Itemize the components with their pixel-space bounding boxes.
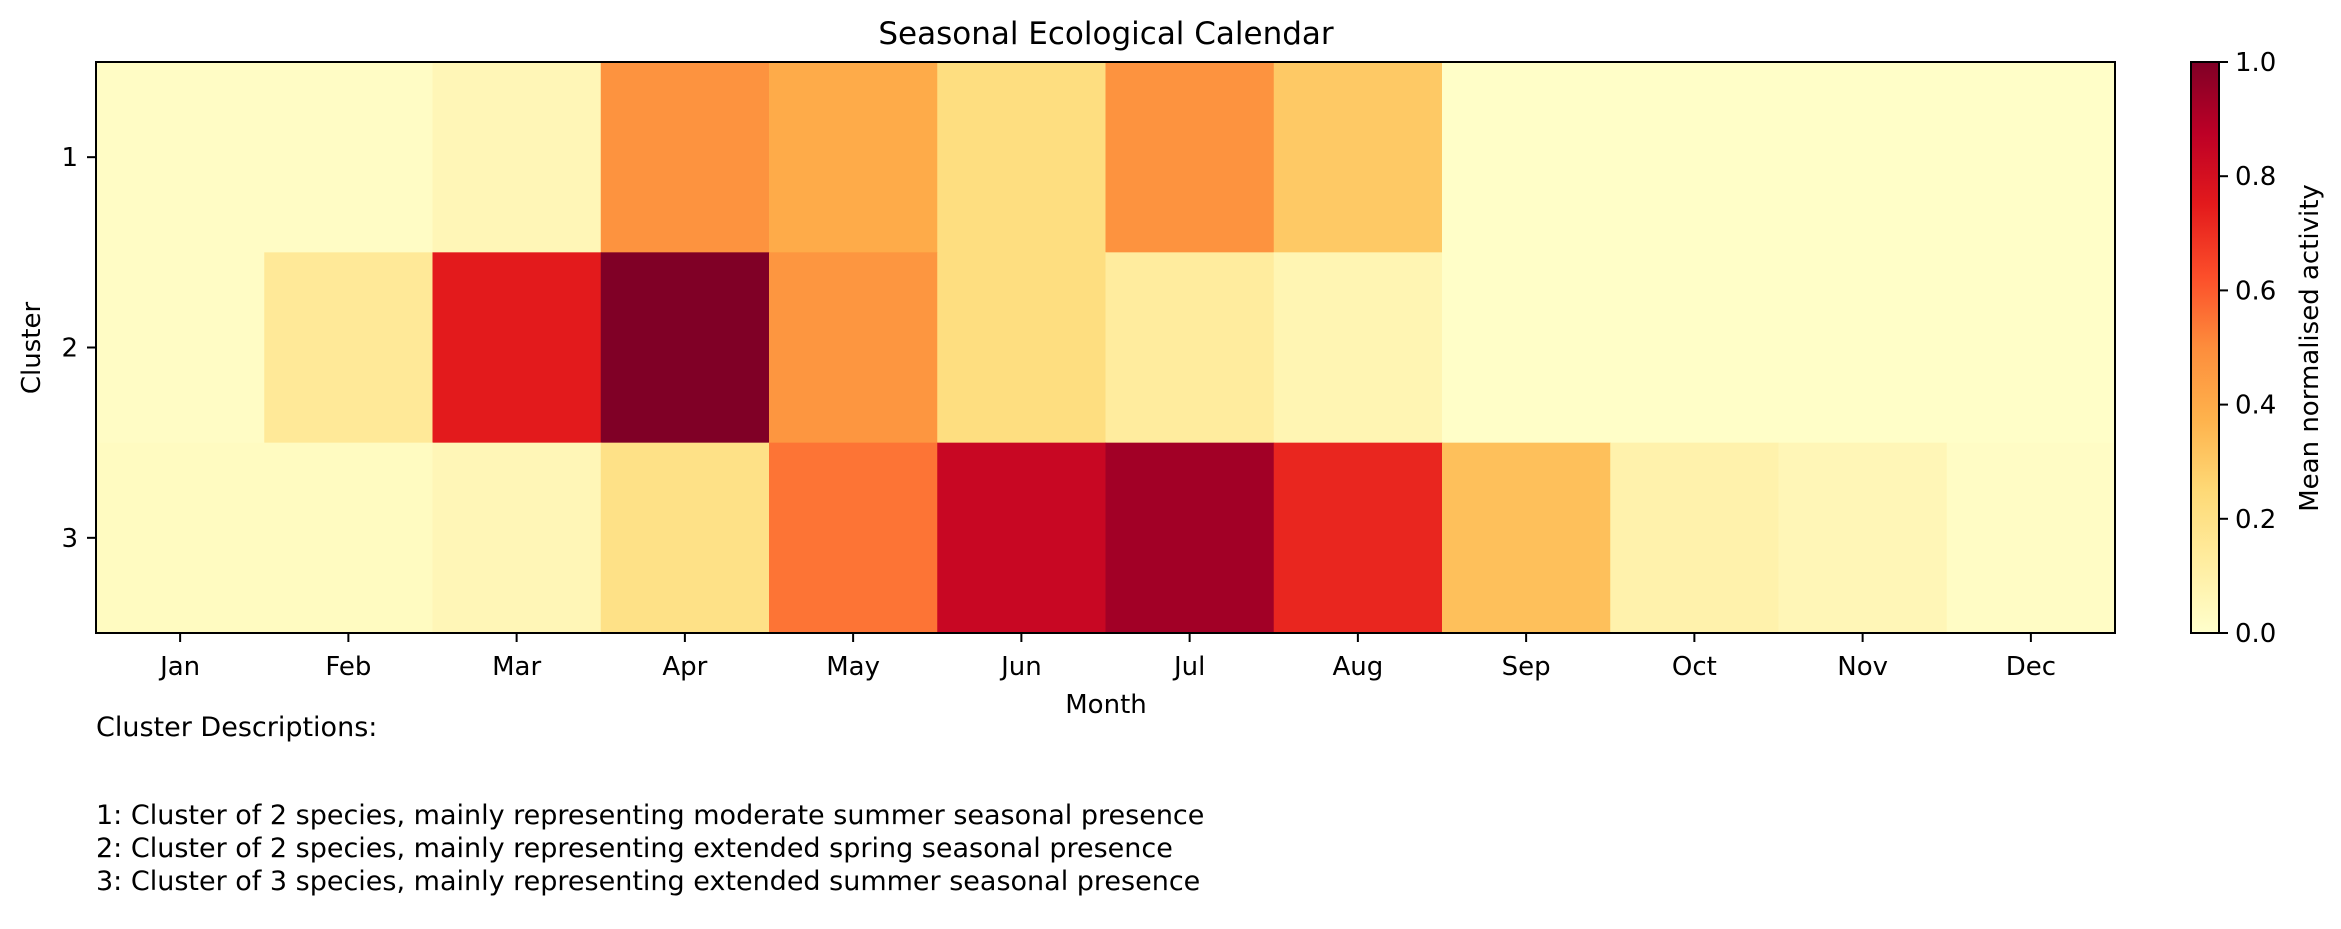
heatmap-cell: [96, 62, 265, 253]
heatmap-cell: [1273, 62, 1443, 253]
cluster-description-3: 3: Cluster of 3 species, mainly represen…: [96, 866, 1201, 897]
y-tick-label: 2: [61, 334, 78, 364]
heatmap-cell: [96, 252, 265, 444]
heatmap-cell: [1946, 252, 2116, 444]
heatmap-cell: [1105, 442, 1275, 634]
heatmap-cell: [1442, 442, 1611, 634]
cluster-descriptions: Cluster Descriptions: 1: Cluster of 2 sp…: [96, 712, 1204, 898]
heatmap-cell: [769, 62, 938, 253]
x-tick-label: Mar: [492, 652, 541, 682]
colorbar-tick-label: 0.8: [2235, 162, 2276, 192]
heatmap-cell: [600, 252, 770, 444]
heatmap-cell: [264, 252, 434, 444]
heatmap-cell: [1778, 62, 1948, 253]
heatmap-cell: [1610, 442, 1780, 634]
heatmap-cell: [769, 442, 938, 634]
x-tick-label: May: [826, 652, 880, 682]
x-tick-label: Jul: [1172, 652, 1205, 682]
heatmap-cell: [1610, 62, 1780, 253]
heatmap-cell: [432, 62, 602, 253]
heatmap-cell: [1273, 252, 1443, 444]
colorbar: [2190, 61, 2220, 634]
heatmap-cell: [1778, 442, 1948, 634]
x-tick-label: Nov: [1837, 652, 1888, 682]
y-tick-label: 3: [61, 524, 78, 554]
heatmap-cell: [1946, 442, 2116, 634]
chart-title: Seasonal Ecological Calendar: [878, 16, 1334, 52]
heatmap-cell: [1273, 442, 1443, 634]
x-tick-label: Apr: [662, 652, 707, 682]
heatmap-cell: [1105, 252, 1275, 444]
x-tick-label: Aug: [1332, 652, 1383, 682]
heatmap-cells: [96, 62, 2116, 634]
heatmap-cell: [96, 442, 265, 634]
heatmap-cell: [1105, 62, 1275, 253]
colorbar-ticks: 0.0 0.2 0.4 0.6 0.8 1.0: [2219, 48, 2276, 649]
heatmap-cell: [1442, 252, 1611, 444]
x-tick-label: Feb: [325, 652, 371, 682]
cluster-description-2: 2: Cluster of 2 species, mainly represen…: [96, 833, 1173, 864]
y-axis-label: Cluster: [17, 302, 47, 395]
heatmap-cell: [264, 442, 434, 634]
colorbar-tick-label: 0.4: [2235, 391, 2276, 421]
x-axis-label: Month: [1065, 690, 1147, 720]
heatmap-cell: [264, 62, 434, 253]
colorbar-tick-label: 0.6: [2235, 276, 2276, 306]
x-tick-label: Dec: [2006, 652, 2056, 682]
descriptions-header: Cluster Descriptions:: [96, 712, 378, 743]
cluster-description-1: 1: Cluster of 2 species, mainly represen…: [96, 800, 1205, 831]
x-tick-label: Jun: [999, 652, 1042, 682]
colorbar-tick-label: 0.0: [2235, 619, 2276, 649]
heatmap-cell: [432, 252, 602, 444]
heatmap-cell: [937, 442, 1107, 634]
colorbar-label: Mean normalised activity: [2295, 184, 2325, 512]
heatmap-cell: [1946, 62, 2116, 253]
heatmap-cell: [1610, 252, 1780, 444]
x-tick-label: Jan: [158, 652, 200, 682]
heatmap-cell: [1442, 62, 1611, 253]
x-tick-label: Sep: [1502, 652, 1551, 682]
colorbar-tick-label: 0.2: [2235, 505, 2276, 535]
heatmap-cell: [769, 252, 938, 444]
y-tick-label: 1: [61, 143, 78, 173]
heatmap-cell: [1778, 252, 1948, 444]
x-axis-ticks: Jan Feb Mar Apr May Jun Jul Aug Sep Oct Nov Dec: [158, 633, 2056, 682]
y-axis-ticks: 1 2 3: [61, 143, 96, 554]
heatmap-cell: [432, 442, 602, 634]
heatmap-cell: [937, 252, 1107, 444]
heatmap-cell: [937, 62, 1107, 253]
heatmap-cell: [600, 62, 770, 253]
colorbar-tick-label: 1.0: [2235, 48, 2276, 78]
x-tick-label: Oct: [1672, 652, 1717, 682]
heatmap-cell: [600, 442, 770, 634]
